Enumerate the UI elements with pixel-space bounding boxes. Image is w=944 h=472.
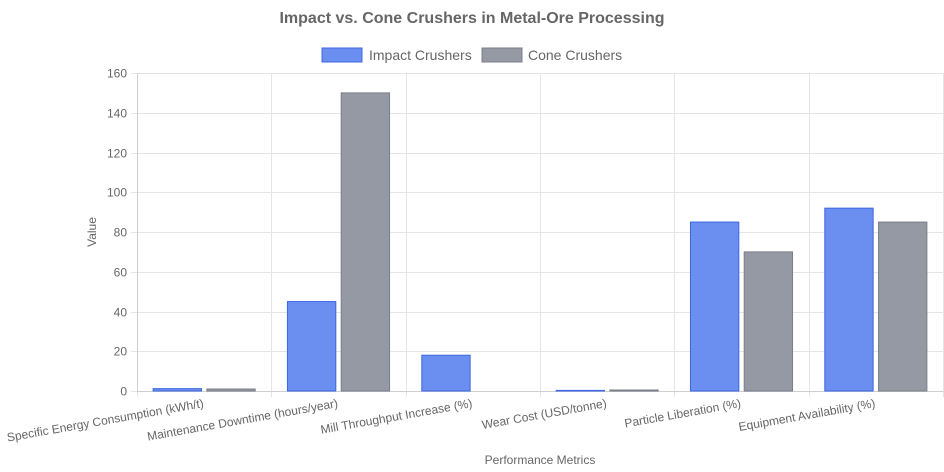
y-tick-label: 40 [114, 306, 128, 320]
grid [131, 73, 944, 397]
bar-impact-5[interactable] [824, 207, 874, 392]
x-axis-ticks: Specific Energy Consumption (kWh/t)Maint… [6, 396, 876, 444]
bar-cone-0[interactable] [206, 388, 256, 392]
y-tick-label: 80 [114, 226, 128, 240]
bar-impact-4[interactable] [689, 221, 740, 392]
y-tick-label: 20 [114, 345, 128, 359]
bar-impact-3[interactable] [555, 389, 605, 392]
y-tick-label: 100 [107, 186, 127, 200]
x-tick-label: Wear Cost (USD/tonne) [481, 396, 608, 432]
x-tick-label: Particle Liberation (%) [623, 396, 742, 430]
x-tick-label: Equipment Availability (%) [738, 396, 877, 434]
y-axis-ticks: 0 20 40 60 80 100 120 140 160 [107, 67, 127, 399]
bars [152, 92, 928, 392]
legend-item-impact-crushers[interactable]: Impact Crushers [321, 47, 472, 63]
bar-cone-1[interactable] [340, 92, 391, 392]
bar-impact-1[interactable] [286, 301, 337, 392]
legend-swatch-impact-crushers [321, 47, 363, 63]
bar-cone-5[interactable] [878, 221, 928, 392]
y-tick-label: 160 [107, 67, 127, 81]
legend-item-cone-crushers[interactable]: Cone Crushers [481, 47, 622, 63]
x-axis-title: Performance Metrics [485, 453, 596, 467]
legend-swatch-cone-crushers [481, 47, 523, 63]
y-tick-label: 140 [107, 107, 127, 121]
bar-cone-4[interactable] [743, 251, 794, 392]
y-axis-title: Value [85, 217, 99, 247]
legend-label-cone-crushers: Cone Crushers [528, 47, 622, 63]
bar-impact-2[interactable] [421, 354, 471, 392]
y-tick-label: 120 [107, 147, 127, 161]
legend-label-impact-crushers: Impact Crushers [369, 47, 472, 63]
bar-cone-3[interactable] [609, 389, 659, 392]
y-tick-label: 0 [120, 385, 127, 399]
x-tick-label: Mill Throughput Increase (%) [319, 396, 473, 437]
y-tick-label: 60 [114, 266, 128, 280]
chart-title: Impact vs. Cone Crushers in Metal-Ore Pr… [279, 10, 664, 27]
legend: Impact Crushers Cone Crushers [321, 47, 622, 63]
bar-impact-0[interactable] [152, 388, 202, 392]
